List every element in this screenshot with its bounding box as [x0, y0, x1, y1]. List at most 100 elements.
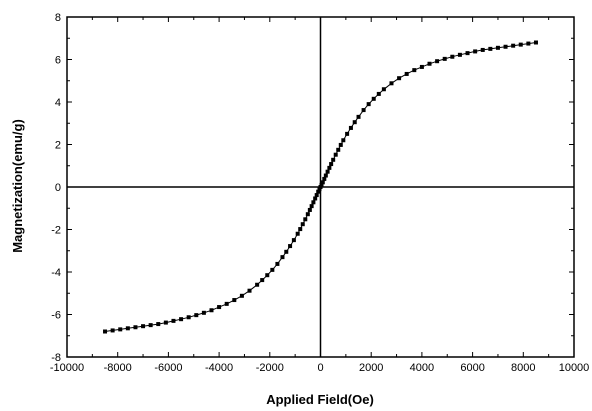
- x-tick-label: -6000: [154, 362, 182, 374]
- y-tick-label: 8: [55, 12, 61, 24]
- data-point: [313, 196, 318, 201]
- data-point: [305, 212, 310, 217]
- data-point: [303, 217, 308, 222]
- x-tick-label: 6000: [460, 362, 484, 374]
- data-point: [389, 81, 394, 86]
- data-point: [148, 323, 153, 328]
- data-point: [331, 157, 336, 162]
- x-tick-label: -8000: [104, 362, 132, 374]
- data-point: [480, 47, 485, 52]
- data-point: [336, 147, 341, 152]
- data-point: [345, 131, 350, 136]
- data-point: [133, 325, 138, 330]
- data-point: [371, 96, 376, 101]
- data-point: [265, 273, 270, 278]
- data-point: [318, 185, 323, 189]
- data-point: [319, 182, 324, 187]
- data-point: [404, 71, 409, 76]
- data-point: [503, 44, 508, 49]
- data-point: [533, 40, 538, 45]
- data-point: [435, 59, 440, 64]
- data-point: [376, 91, 381, 96]
- y-tick-label: 4: [55, 97, 61, 109]
- data-point: [103, 329, 108, 334]
- data-point: [317, 187, 322, 192]
- data-point: [361, 108, 366, 113]
- data-point: [224, 301, 229, 306]
- y-tick-label: -8: [51, 352, 61, 364]
- data-point: [239, 293, 244, 298]
- data-point: [284, 249, 289, 254]
- data-point: [473, 49, 478, 54]
- data-point: [397, 76, 402, 81]
- data-point: [329, 162, 334, 167]
- data-point: [260, 278, 265, 283]
- data-point: [333, 152, 338, 157]
- data-point: [419, 64, 424, 69]
- data-point: [348, 125, 353, 130]
- data-point: [323, 173, 328, 178]
- y-tick-label: 6: [55, 55, 61, 67]
- data-point: [118, 327, 123, 332]
- data-point: [307, 207, 312, 212]
- data-point: [247, 288, 252, 293]
- data-point: [412, 68, 417, 73]
- data-point: [352, 120, 357, 125]
- y-tick-label: 2: [55, 140, 61, 152]
- data-point: [327, 165, 332, 170]
- data-point: [338, 142, 343, 147]
- data-point: [316, 189, 321, 194]
- x-tick-label: 4000: [410, 362, 434, 374]
- data-point: [322, 176, 327, 181]
- data-point: [457, 52, 462, 57]
- data-point: [141, 324, 146, 329]
- data-point: [186, 315, 191, 320]
- y-tick-label: 0: [55, 182, 61, 194]
- data-point: [311, 200, 316, 205]
- data-point: [194, 313, 199, 318]
- data-point: [325, 169, 330, 174]
- data-point: [511, 43, 516, 48]
- data-point: [495, 45, 500, 50]
- data-point: [309, 204, 314, 209]
- data-point: [232, 298, 237, 303]
- data-point: [270, 267, 275, 272]
- data-point: [341, 138, 346, 143]
- data-point: [427, 61, 432, 66]
- data-point: [465, 51, 470, 56]
- data-point: [314, 193, 319, 198]
- data-point: [201, 310, 206, 315]
- data-point: [217, 305, 222, 310]
- x-tick-label: -10000: [50, 362, 84, 374]
- data-point: [275, 261, 280, 266]
- x-tick-label: -4000: [205, 362, 233, 374]
- y-tick-label: -6: [51, 310, 61, 322]
- data-point: [163, 320, 168, 325]
- data-point: [209, 308, 214, 313]
- data-point: [320, 180, 325, 185]
- data-point: [356, 114, 361, 119]
- data-point: [300, 222, 305, 227]
- data-point: [381, 87, 386, 92]
- data-point: [518, 42, 523, 47]
- data-point: [171, 318, 176, 323]
- data-point: [366, 102, 371, 107]
- data-point: [179, 317, 184, 322]
- data-point: [280, 255, 285, 260]
- data-point: [291, 238, 296, 243]
- x-tick-label: 0: [317, 362, 323, 374]
- data-point: [526, 41, 531, 46]
- data-point: [255, 282, 260, 287]
- data-point: [288, 244, 293, 249]
- data-point: [298, 227, 303, 232]
- data-point: [156, 322, 161, 327]
- y-axis-title: Magnetization(emu/g): [10, 119, 25, 253]
- x-axis-title: Applied Field(Oe): [266, 392, 374, 407]
- data-point: [450, 54, 455, 59]
- x-tick-label: -2000: [256, 362, 284, 374]
- x-tick-label: 2000: [359, 362, 383, 374]
- data-point: [295, 231, 300, 236]
- data-point: [488, 46, 493, 51]
- data-point: [442, 56, 447, 61]
